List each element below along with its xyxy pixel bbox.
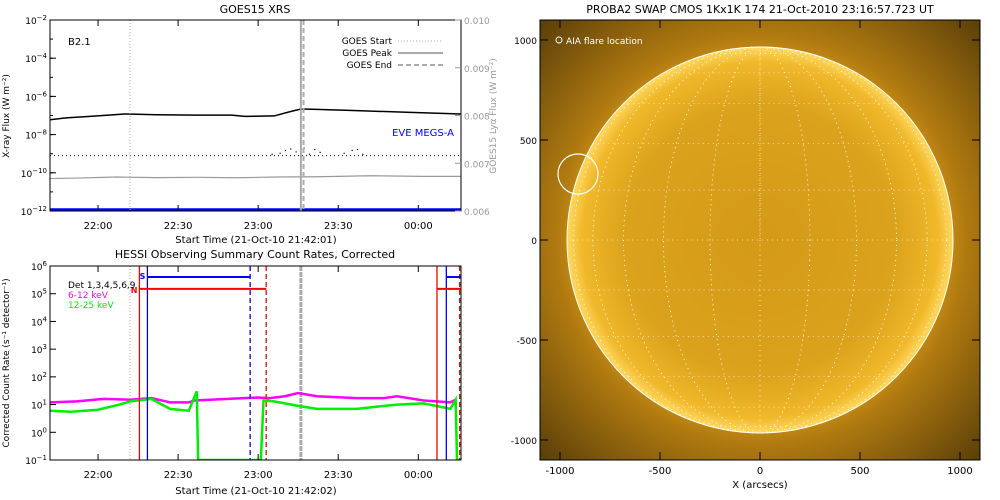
goes-short-channel-line [50, 175, 461, 180]
goes-y2label: GOES15 Lyα Flux (W m⁻²) [489, 58, 499, 174]
aia-flare-location-marker [557, 153, 599, 195]
swap-x-tick-label: 0 [757, 466, 763, 477]
goes-x-tick-label: 22:30 [164, 221, 193, 232]
swap-x-tick-label: -1000 [545, 466, 574, 477]
goes-lya-point [284, 149, 287, 152]
hessi-count-rate-plot: HESSI Observing Summary Count Rates, Cor… [2, 248, 462, 497]
hessi-y-tick-label: 10−1 [25, 454, 47, 467]
swap-title: PROBA2 SWAP CMOS 1Kx1K 174 21-Oct-2010 2… [586, 3, 934, 16]
hessi-6-12kev-line [50, 391, 457, 404]
swap-y-tick-label: -500 [517, 337, 538, 347]
goes-x-tick-label: 23:00 [244, 221, 273, 232]
hessi-axes-frame [49, 265, 462, 461]
goes-lya-point [279, 152, 281, 154]
goes-y2-tick-label: 0.006 [464, 208, 490, 218]
swap-y-tick-label: 1000 [514, 37, 537, 47]
goes-lya-point [290, 148, 292, 150]
legend-circle-icon [555, 36, 563, 44]
swap-x-tick-label: -500 [649, 466, 672, 477]
hessi-ylabel: Corrected Count Rate (s⁻¹ detector⁻¹) [2, 278, 12, 447]
hessi-y-tick-label: 106 [31, 260, 47, 273]
goes-lya-point [343, 152, 345, 154]
hessi-legend-entry: 12-25 keV [68, 301, 114, 311]
goes-y-tick-label: 10−6 [25, 90, 47, 103]
swap-y-tick-label: 0 [531, 237, 537, 247]
hessi-y-tick-label: 101 [31, 399, 47, 412]
hessi-saa-flag-label: S [140, 272, 146, 281]
goes-lya-point [308, 153, 311, 155]
hessi-title: HESSI Observing Summary Count Rates, Cor… [115, 248, 395, 261]
goes-xrs-plot: GOES15 XRS 10−2 10−4 10−6 10−8 10−10 10−12 0.0… [2, 3, 499, 246]
goes-y-tick-label: 10−2 [25, 14, 47, 27]
goes-ylabel: X-ray Flux (W m⁻²) [2, 74, 12, 158]
goes-lya-point [356, 148, 359, 151]
goes-y2-tick-label: 0.010 [464, 17, 490, 27]
goes-title: GOES15 XRS [220, 3, 291, 16]
swap-y-tick-label: 500 [520, 137, 537, 147]
hessi-legend-entry: Det 1,3,4,5,6,9 [68, 281, 136, 291]
goes-lya-point [362, 153, 364, 155]
goes-y-tick-label: 10−10 [21, 167, 47, 180]
longitude-line [709, 46, 811, 434]
hessi-y-tick-label: 103 [31, 343, 47, 356]
swap-x-tick-label: 1000 [947, 466, 972, 477]
goes-legend-label: GOES End [347, 61, 392, 71]
hessi-xlabel: Start Time (21-Oct-10 21:42:02) [175, 486, 336, 497]
goes-legend-label: GOES Start [342, 37, 393, 47]
goes-y2-tick-label: 0.008 [464, 113, 490, 123]
hessi-x-tick-label: 00:00 [404, 470, 433, 481]
goes-lya-point [295, 151, 297, 153]
hessi-legend-entry: 6-12 keV [68, 291, 109, 301]
hessi-x-tick-label: 23:00 [244, 470, 273, 481]
goes-lya-point [319, 151, 321, 153]
swap-y-tick-label: -1000 [511, 437, 537, 447]
goes-x-tick-label: 23:30 [324, 221, 353, 232]
goes-y-tick-label: 10−4 [25, 52, 47, 65]
goes-y-tick-label: 10−8 [25, 129, 47, 142]
swap-xlabel: X (arcsecs) [732, 480, 788, 491]
hessi-x-tick-label: 22:00 [84, 470, 113, 481]
swap-solar-image: PROBA2 SWAP CMOS 1Kx1K 174 21-Oct-2010 2… [511, 3, 981, 491]
goes-legend: GOES Start GOES Peak GOES End [342, 37, 443, 71]
hessi-y-tick-label: 102 [31, 371, 47, 384]
solar-limb-circle [566, 46, 954, 434]
hessi-y-tick-label: 105 [31, 288, 47, 301]
longitude-line [573, 46, 947, 434]
goes-eve-label: EVE MEGS-A [392, 128, 454, 139]
hessi-x-tick-label: 22:30 [164, 470, 193, 481]
swap-legend: AIA flare location [566, 37, 643, 47]
hessi-x-tick-label: 23:30 [324, 470, 353, 481]
goes-xlabel: Start Time (21-Oct-10 21:42:01) [175, 235, 336, 246]
hessi-night-flag-label: N [131, 286, 138, 295]
goes-y-tick-label: 10−12 [21, 205, 47, 218]
goes-y2-tick-label: 0.009 [464, 65, 490, 75]
goes-lya-point [314, 148, 316, 151]
goes-y2-tick-label: 0.007 [464, 160, 490, 170]
goes-x-tick-label: 22:00 [84, 221, 113, 232]
goes-class-label: B2.1 [68, 37, 91, 48]
swap-x-tick-label: 500 [850, 466, 869, 477]
goes-x-tick-label: 00:00 [404, 221, 433, 232]
goes-lya-point [271, 153, 273, 155]
goes-legend-label: GOES Peak [342, 49, 392, 59]
hessi-12-25kev-line [50, 390, 461, 460]
goes-lya-point [351, 149, 353, 152]
hessi-y-tick-label: 104 [31, 315, 47, 328]
hessi-y-tick-label: 100 [31, 426, 47, 439]
goes-long-channel-line [50, 108, 461, 121]
